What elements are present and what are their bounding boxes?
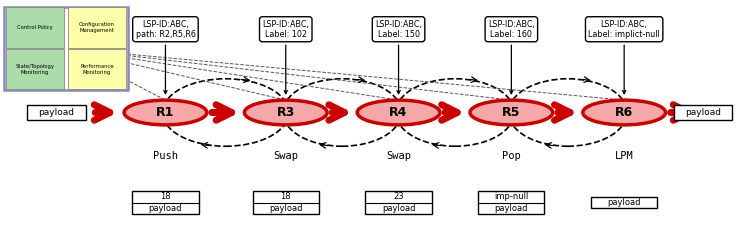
- Text: Configuration
Management: Configuration Management: [79, 22, 115, 33]
- Text: Push: Push: [153, 151, 178, 161]
- Text: LPM: LPM: [615, 151, 633, 161]
- Text: payload: payload: [38, 108, 74, 117]
- FancyBboxPatch shape: [478, 191, 544, 214]
- Text: 18: 18: [280, 192, 291, 201]
- Circle shape: [357, 100, 440, 125]
- Text: State/Topology
Monitoring: State/Topology Monitoring: [15, 64, 54, 75]
- Text: payload: payload: [382, 204, 415, 213]
- Text: payload: payload: [608, 198, 641, 207]
- Text: LSP-ID:ABC,
Label: 150: LSP-ID:ABC, Label: 150: [375, 20, 422, 94]
- Text: Performance
Monitoring: Performance Monitoring: [80, 64, 114, 75]
- Text: R6: R6: [615, 106, 633, 119]
- FancyBboxPatch shape: [6, 7, 63, 48]
- Text: 23: 23: [393, 192, 404, 201]
- FancyBboxPatch shape: [6, 49, 63, 89]
- Text: Control Policy: Control Policy: [17, 25, 53, 30]
- Circle shape: [470, 100, 553, 125]
- Text: LSP-ID:ABC,
Label: implict-null: LSP-ID:ABC, Label: implict-null: [588, 20, 660, 94]
- Text: R4: R4: [390, 106, 408, 119]
- Text: R5: R5: [502, 106, 520, 119]
- FancyBboxPatch shape: [674, 105, 732, 120]
- Text: payload: payload: [495, 204, 528, 213]
- FancyBboxPatch shape: [253, 191, 319, 214]
- FancyBboxPatch shape: [365, 191, 432, 214]
- Circle shape: [124, 100, 207, 125]
- Circle shape: [583, 100, 666, 125]
- Text: 18: 18: [160, 192, 171, 201]
- Text: R1: R1: [156, 106, 174, 119]
- FancyBboxPatch shape: [68, 7, 126, 48]
- Text: imp-null: imp-null: [494, 192, 529, 201]
- Text: payload: payload: [269, 204, 302, 213]
- FancyBboxPatch shape: [4, 7, 128, 90]
- Text: Swap: Swap: [273, 151, 299, 161]
- FancyBboxPatch shape: [68, 49, 126, 89]
- Text: R3: R3: [277, 106, 295, 119]
- Text: Pop: Pop: [502, 151, 520, 161]
- FancyBboxPatch shape: [132, 191, 199, 214]
- Text: Swap: Swap: [386, 151, 411, 161]
- Text: LSP-ID:ABC,
Label: 102: LSP-ID:ABC, Label: 102: [262, 20, 309, 94]
- Text: LSP-ID:ABC,
Label: 160: LSP-ID:ABC, Label: 160: [488, 20, 535, 94]
- FancyBboxPatch shape: [591, 197, 657, 208]
- Text: LSP-ID:ABC,
path: R2,R5,R6: LSP-ID:ABC, path: R2,R5,R6: [135, 20, 196, 94]
- FancyBboxPatch shape: [27, 105, 86, 120]
- Circle shape: [244, 100, 327, 125]
- Text: payload: payload: [149, 204, 182, 213]
- Text: payload: payload: [685, 108, 721, 117]
